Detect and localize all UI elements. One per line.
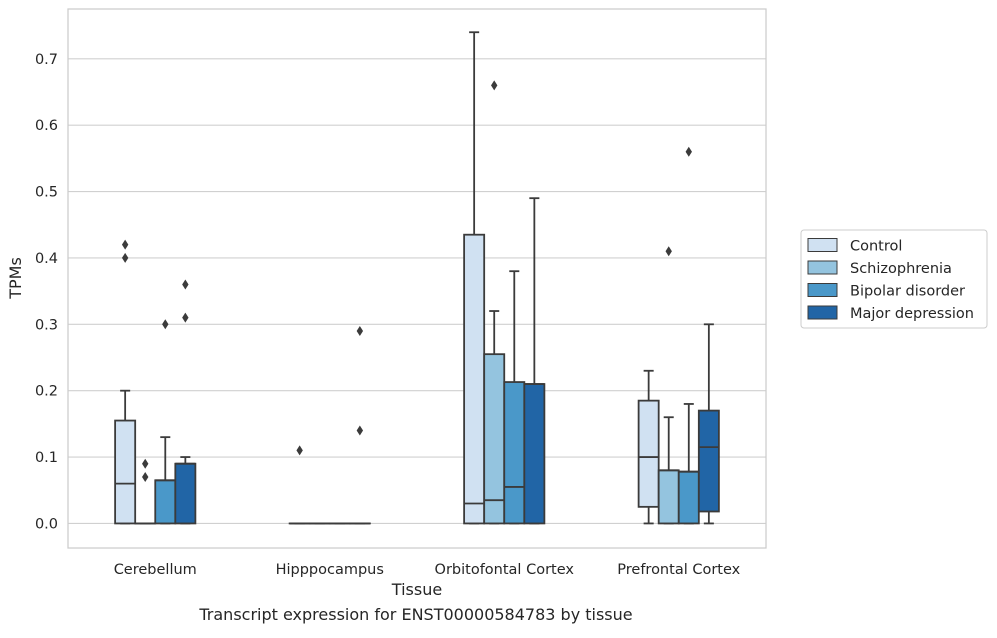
box [484,354,504,523]
y-tick-label: 0.2 [35,384,58,400]
y-tick-label: 0.5 [35,185,58,201]
box [155,480,175,523]
box [504,382,524,523]
chart-caption: Transcript expression for ENST0000058478… [0,605,832,624]
y-tick-label: 0.6 [35,118,58,134]
x-tick-label: Hipppocampus [276,562,384,578]
y-tick-label: 0.7 [35,52,58,68]
box [659,470,679,523]
y-tick-label: 0.3 [35,317,58,333]
y-axis-label: TPMs [6,257,25,300]
x-tick-label: Orbitofontal Cortex [435,562,575,578]
legend-swatch [808,239,837,252]
box [699,411,719,512]
box [115,421,135,524]
y-tick-label: 0.1 [35,450,58,466]
x-axis-label: Tissue [391,580,442,599]
legend-label: Major depression [850,306,974,322]
legend-swatch [808,261,837,274]
legend-swatch [808,306,837,319]
box [464,235,484,524]
box [679,472,699,524]
legend: Control Schizophrenia Bipolar disorder Majo… [801,230,987,328]
y-tick-label: 0.4 [35,251,58,267]
x-tick-label: Cerebellum [114,562,197,578]
legend-label: Bipolar disorder [850,284,965,300]
box [524,384,544,523]
box [639,401,659,507]
legend-swatch [808,284,837,297]
legend-label: Schizophrenia [850,261,952,277]
box [175,464,195,524]
x-tick-label: Prefrontal Cortex [617,562,740,578]
legend-label: Control [850,239,902,255]
y-tick-label: 0.0 [35,516,58,532]
